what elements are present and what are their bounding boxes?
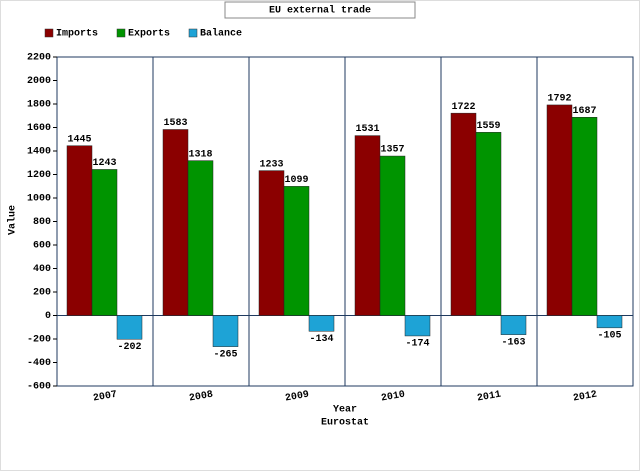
y-tick-label: 0 xyxy=(45,311,51,322)
y-tick-label: 1600 xyxy=(27,123,51,134)
title-box xyxy=(224,1,416,19)
bar xyxy=(546,104,573,316)
value-label: 1243 xyxy=(92,158,116,169)
y-tick-label: -600 xyxy=(27,382,51,393)
bar xyxy=(596,315,623,329)
bar xyxy=(571,117,598,316)
x-tick-label: 2008 xyxy=(188,390,214,405)
source: Eurostat xyxy=(321,418,369,429)
x-axis-label: Year xyxy=(333,405,357,416)
value-label: -134 xyxy=(309,334,333,345)
value-label: 1357 xyxy=(380,145,404,156)
bar xyxy=(258,170,285,316)
bar xyxy=(162,129,189,316)
value-label: 1099 xyxy=(284,175,308,186)
value-label: -174 xyxy=(405,339,429,350)
bar xyxy=(66,145,93,316)
y-tick-label: 800 xyxy=(33,217,51,228)
bar xyxy=(379,155,406,316)
bar xyxy=(308,315,335,332)
value-label: 1722 xyxy=(451,102,475,113)
bar xyxy=(450,112,477,316)
bar xyxy=(500,315,527,335)
value-label: 1445 xyxy=(67,134,91,145)
y-tick-label: -200 xyxy=(27,335,51,346)
y-tick-label: 1400 xyxy=(27,147,51,158)
bar xyxy=(91,169,118,316)
y-tick-label: 1200 xyxy=(27,170,51,181)
legend-label: Exports xyxy=(128,29,170,40)
chart-title: EU external trade xyxy=(269,5,371,17)
y-axis-label: Value xyxy=(7,205,19,235)
y-tick-label: -400 xyxy=(27,358,51,369)
value-label: 1792 xyxy=(547,94,571,105)
y-tick-label: 400 xyxy=(33,264,51,275)
x-tick-label: 2012 xyxy=(572,390,598,405)
value-label: -163 xyxy=(501,337,525,348)
bar xyxy=(404,315,431,337)
bar xyxy=(116,315,143,340)
y-tick-label: 600 xyxy=(33,241,51,252)
y-tick-label: 1800 xyxy=(27,100,51,111)
x-tick-label: 2007 xyxy=(92,390,118,405)
y-tick-label: 200 xyxy=(33,288,51,299)
bar xyxy=(187,160,214,316)
bar xyxy=(283,186,310,316)
legend-swatch xyxy=(44,28,54,38)
value-label: 1531 xyxy=(355,124,379,135)
x-tick-label: 2009 xyxy=(284,390,310,405)
legend-label: Balance xyxy=(200,28,242,40)
value-label: 1687 xyxy=(572,106,596,117)
value-label: 1233 xyxy=(259,159,283,170)
x-tick-label: 2011 xyxy=(476,390,502,405)
legend-swatch xyxy=(116,28,126,38)
bar xyxy=(475,132,502,316)
value-label: -265 xyxy=(213,349,237,360)
x-tick-label: 2010 xyxy=(380,390,406,405)
bar xyxy=(354,135,381,316)
legend-label: Imports xyxy=(56,29,98,40)
y-tick-label: 2200 xyxy=(27,53,51,64)
y-tick-label: 1000 xyxy=(27,194,51,205)
value-label: -202 xyxy=(117,342,141,353)
value-label: 1559 xyxy=(476,121,500,132)
bar xyxy=(212,315,239,347)
value-label: 1583 xyxy=(163,118,187,129)
value-label: -105 xyxy=(597,330,621,341)
value-label: 1318 xyxy=(188,149,212,160)
legend-swatch xyxy=(188,28,198,38)
y-tick-label: 2000 xyxy=(27,76,51,87)
